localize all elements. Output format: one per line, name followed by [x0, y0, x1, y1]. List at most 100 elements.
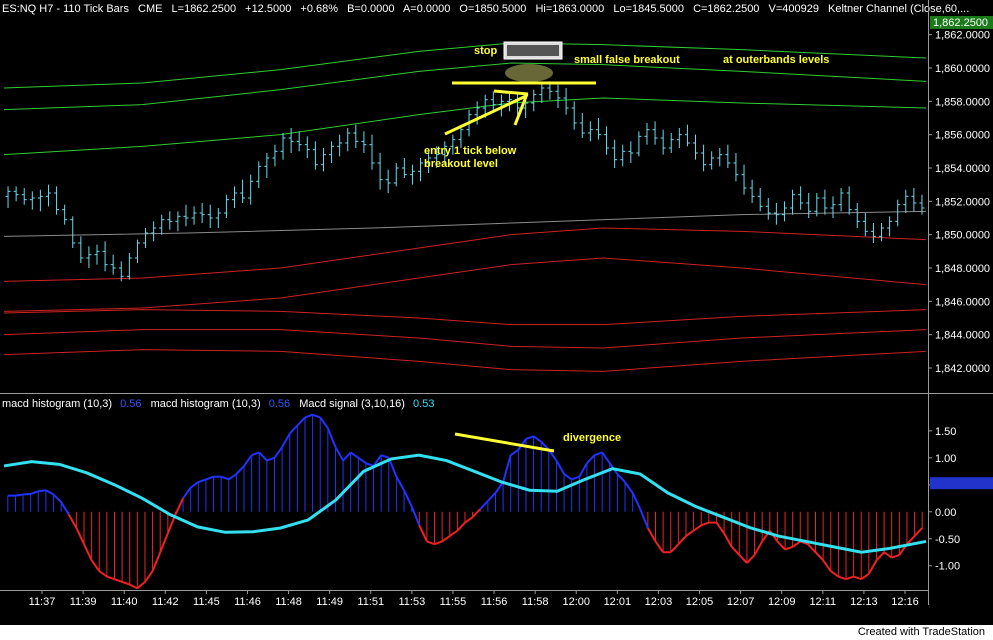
macd-histogram-outline — [594, 451, 603, 457]
macd-histogram-outline — [715, 521, 725, 534]
macd-histogram-outline — [319, 416, 329, 429]
macd-histogram-outline — [129, 583, 138, 590]
macd-histogram-outline — [67, 513, 78, 529]
header-last: L=1862.2500 — [172, 3, 237, 15]
header-ask: A=0.0000 — [403, 3, 450, 15]
macd-histogram-outline — [395, 476, 405, 491]
macd-histogram-outline — [456, 521, 466, 532]
macd-histogram-outline — [639, 508, 649, 529]
time-tick-label: 11:48 — [275, 596, 302, 608]
macd-histogram-outline — [906, 535, 916, 545]
macd-histogram-outline — [807, 543, 817, 553]
macd-histogram-outline — [571, 475, 580, 481]
keltner-band-line — [3, 257, 927, 312]
macd-histogram-outline — [136, 581, 146, 590]
macd-header: macd histogram (10,3) 0.56 macd histogra… — [2, 398, 434, 410]
macd-h2-value: 0.56 — [269, 398, 290, 410]
last-price-tag-label: 1,862.2500 — [933, 17, 988, 29]
price-chart: ES:NQ H7 - 110 Tick Bars CME L=1862.2500… — [0, 0, 993, 608]
macd-histogram-outline — [510, 448, 519, 456]
time-tick-label: 12:09 — [768, 596, 796, 608]
price-tick-label: 1,850.0000 — [935, 230, 990, 242]
time-tick-label: 11:56 — [481, 596, 508, 608]
footer-bar: Created with TradeStation — [0, 625, 993, 640]
macd-histogram-outline — [289, 424, 299, 435]
macd-histogram-outline — [372, 454, 382, 467]
macd-histogram-outline — [114, 578, 123, 583]
macd-histogram-outline — [746, 554, 756, 564]
time-tick-label: 12:01 — [604, 596, 632, 608]
macd-histogram-outline — [677, 535, 687, 545]
macd-histogram-outline — [700, 521, 710, 527]
macd-tick-label: -1.00 — [935, 561, 960, 573]
macd-histogram-outline — [738, 554, 748, 564]
time-tick-label: 12:03 — [645, 596, 673, 608]
price-panel — [3, 42, 927, 372]
macd-histogram-outline — [784, 545, 793, 551]
price-tick-label: 1,854.0000 — [935, 163, 990, 175]
macd-histogram-outline — [723, 532, 733, 548]
time-axis: 11:37 11:39 11:40 11:42 11:45 11:46 11:48 11:49… — [29, 590, 919, 608]
time-tick-label: 11:55 — [440, 596, 467, 608]
keltner-band-line — [3, 329, 927, 349]
header-study: Keltner Channel (Close,60,... — [828, 3, 969, 15]
macd-histogram-outline — [441, 535, 451, 543]
macd-signal-name: Macd signal (3,10,16) — [299, 398, 405, 410]
macd-histogram-outline — [182, 486, 192, 499]
macd-histogram-outline — [380, 454, 390, 459]
macd-panel — [3, 413, 927, 590]
macd-histogram-outline — [730, 546, 741, 556]
macd-histogram-outline — [83, 543, 93, 561]
time-tick-label: 12:07 — [727, 596, 755, 608]
macd-histogram-outline — [434, 540, 443, 546]
macd-histogram-outline — [98, 570, 108, 578]
macd-histogram-outline — [174, 497, 184, 515]
divergence-line — [454, 432, 555, 453]
header-close: C=1862.2500 — [693, 3, 759, 15]
keltner-band-line — [3, 210, 927, 237]
time-tick-label: 11:40 — [111, 596, 138, 608]
header-symbol: ES:NQ H7 - 110 Tick Bars — [2, 3, 129, 15]
macd-histogram-outline — [106, 575, 115, 581]
header-exchange: CME — [138, 3, 162, 15]
header-change: +12.5000 — [245, 3, 291, 15]
header-bid: B=0.0000 — [347, 3, 394, 15]
macd-histogram-outline — [342, 451, 352, 462]
stop-label: stop — [474, 45, 498, 57]
macd-histogram-outline — [410, 506, 421, 526]
macd-histogram-outline — [891, 553, 900, 559]
last-price-tag — [930, 16, 993, 29]
macd-histogram-outline — [867, 559, 878, 575]
macd-histogram-outline — [875, 551, 885, 562]
price-tick-label: 1,848.0000 — [935, 263, 990, 275]
time-tick-label: 12:13 — [850, 596, 878, 608]
outerbands-label: at outerbands levels — [723, 54, 829, 66]
macd-tick-label: 1.50 — [935, 426, 956, 438]
macd-histogram-outline — [601, 451, 611, 464]
time-tick-label: 12:16 — [891, 596, 919, 608]
price-tick-label: 1,844.0000 — [935, 330, 990, 342]
time-tick-label: 12:00 — [562, 596, 590, 608]
keltner-band-line — [3, 97, 927, 156]
macd-histogram-outline — [822, 559, 832, 572]
entry-arrow-right — [513, 93, 529, 126]
macd-histogram-outline — [258, 451, 268, 462]
macd-histogram-outline — [647, 527, 657, 542]
macd-histogram-outline — [853, 575, 862, 581]
macd-histogram-outline — [631, 492, 642, 510]
breakout-highlight — [505, 64, 553, 82]
macd-tick-label: 0.00 — [935, 507, 956, 519]
macd-histogram-outline — [228, 473, 237, 481]
time-tick-label: 11:39 — [70, 596, 97, 608]
macd-histogram-outline — [502, 454, 512, 483]
time-tick-label: 11:49 — [316, 596, 343, 608]
macd-histogram-outline — [38, 489, 47, 493]
macd-histogram-outline — [845, 575, 854, 581]
macd-histogram-outline — [52, 493, 62, 503]
header-open: O=1850.5000 — [459, 3, 526, 15]
macd-histogram-outline — [190, 481, 199, 489]
macd-histogram-outline — [586, 454, 596, 464]
time-tick-label: 11:58 — [522, 596, 549, 608]
macd-histogram-outline — [479, 500, 489, 510]
macd-tick-label: 1.00 — [935, 453, 956, 465]
